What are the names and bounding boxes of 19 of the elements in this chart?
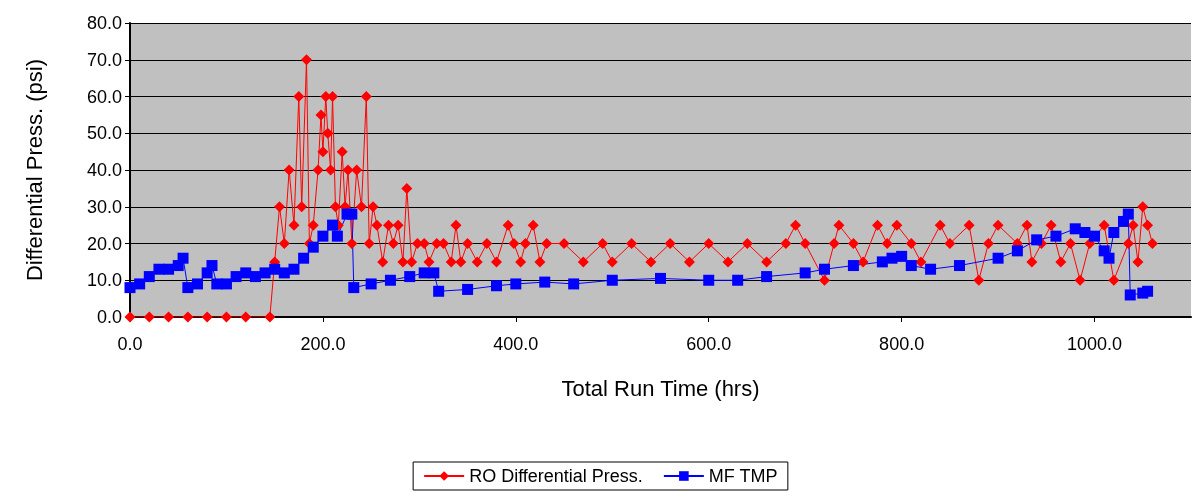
x-tick-label: 800.0 — [879, 334, 925, 354]
y-axis-title: Differential Press. (psi) — [21, 58, 47, 282]
y-tick-label: 50.0 — [86, 123, 122, 144]
y-tick-label: 60.0 — [86, 86, 122, 107]
y-tick-label: 10.0 — [86, 270, 122, 291]
y-tick-label: 70.0 — [86, 49, 122, 70]
x-axis-title: Total Run Time (hrs) — [561, 375, 760, 401]
x-tick-label: 200.0 — [300, 334, 346, 354]
x-tick-label: 400.0 — [493, 334, 539, 354]
y-tick-label: 0.0 — [96, 307, 122, 327]
x-tick-label: 0.0 — [117, 334, 143, 354]
x-tick-label: 1000.0 — [1067, 334, 1123, 354]
y-tick-label: 40.0 — [86, 160, 122, 180]
y-tick-label: 80.0 — [86, 13, 122, 33]
y-tick-label: 20.0 — [86, 233, 122, 254]
y-tick-label: 30.0 — [86, 196, 122, 217]
x-tick-label: 600.0 — [686, 334, 732, 354]
legend-label: MF TMP — [708, 466, 778, 486]
legend-label: RO Differential Press. — [469, 466, 643, 486]
